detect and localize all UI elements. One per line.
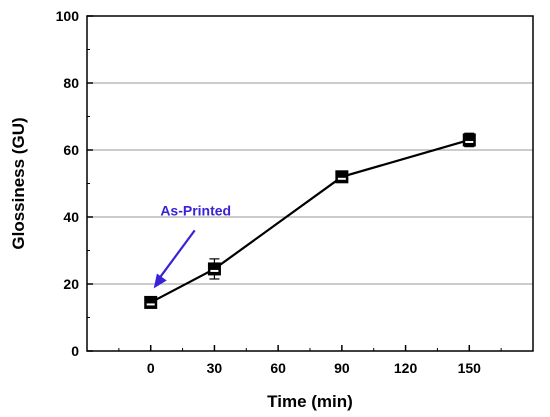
x-tick-label-90: 90 [334,360,350,376]
y-axis-title: Glossiness (GU) [9,117,28,249]
x-tick-label-60: 60 [270,360,286,376]
grid-lines [87,82,533,285]
data-point-30 [207,262,221,276]
y-tick-label-60: 60 [63,142,79,158]
x-axis-ticks: 0 30 60 90 120 150 [118,345,502,376]
x-axis-title: Time (min) [267,392,353,411]
x-tick-label-0: 0 [147,360,155,376]
y-tick-label-80: 80 [63,75,79,91]
y-tick-label-40: 40 [63,209,79,225]
x-tick-label-30: 30 [207,360,223,376]
data-point-0 [144,295,158,309]
annotation: As-Printed [153,202,231,289]
annotation-label: As-Printed [160,202,231,218]
data-point-90 [335,170,349,184]
y-tick-label-100: 100 [56,8,80,24]
series-layer [144,132,476,309]
annotation-arrow [156,229,196,282]
x-tick-label-150: 150 [458,360,482,376]
data-point-150 [462,133,476,147]
data-point-highlight [337,177,346,180]
annotation-arrowhead [153,273,167,289]
data-point-highlight [146,303,155,306]
y-axis-ticks: 0 20 40 60 80 100 [56,8,93,359]
x-tick-label-120: 120 [394,360,418,376]
y-tick-label-0: 0 [71,343,79,359]
y-tick-label-20: 20 [63,276,79,292]
data-point-highlight [210,269,219,272]
data-point-highlight [465,140,474,143]
series-0-line [150,138,470,304]
